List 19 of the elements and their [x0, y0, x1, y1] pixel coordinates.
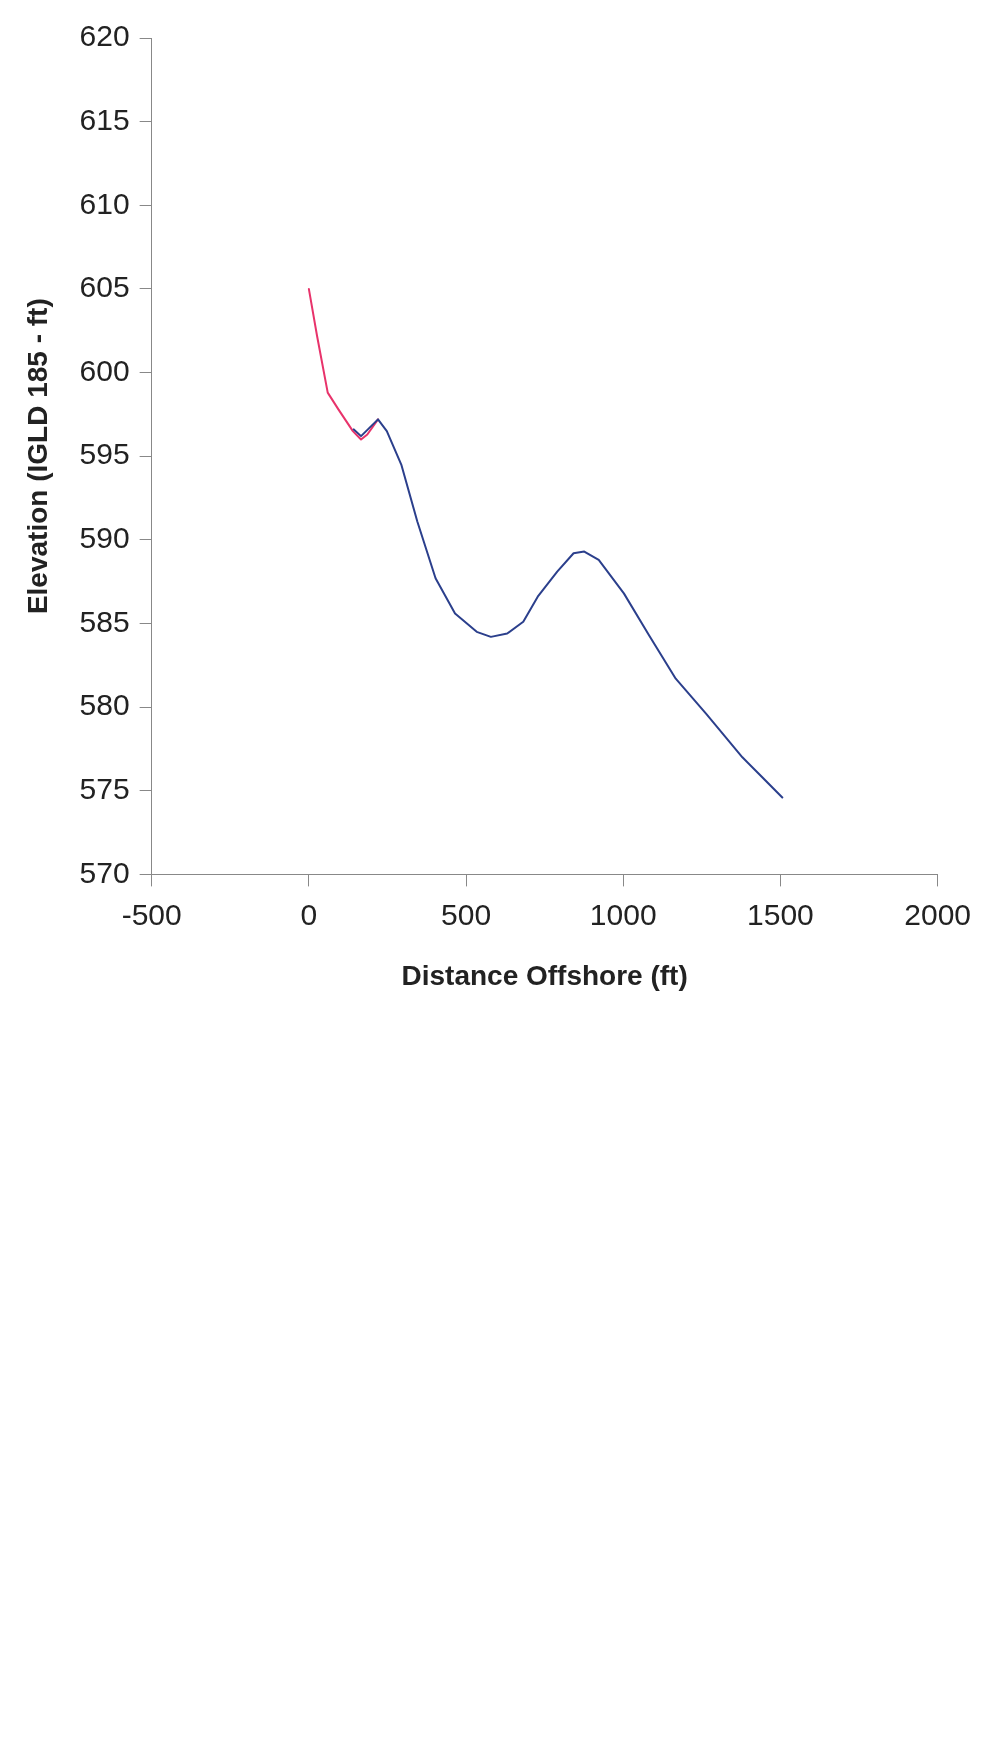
y-tick-label: 600 — [79, 353, 130, 387]
x-tick-label: 0 — [300, 897, 318, 931]
x-axis-title: Distance Offshore (ft) — [401, 959, 688, 991]
x-tick-label: -500 — [121, 897, 182, 931]
x-tick-label: 500 — [441, 897, 492, 931]
y-tick-label: 605 — [79, 270, 130, 304]
y-tick-label: 585 — [79, 604, 130, 638]
y-tick-label: 615 — [79, 102, 130, 136]
x-tick-label: 1500 — [747, 897, 814, 931]
y-tick-label: 620 — [79, 19, 130, 53]
y-tick-label: 580 — [79, 688, 130, 722]
y-tick-label: 590 — [79, 521, 130, 555]
y-tick-label: 570 — [79, 855, 130, 889]
x-tick-label: 1000 — [589, 897, 657, 931]
x-tick-label: 2000 — [904, 897, 972, 931]
y-tick-label: 595 — [79, 437, 130, 471]
y-axis-title: Elevation (IGLD 185 - ft) — [21, 298, 53, 615]
y-tick-label: 575 — [79, 772, 130, 806]
y-tick-label: 610 — [79, 186, 130, 220]
